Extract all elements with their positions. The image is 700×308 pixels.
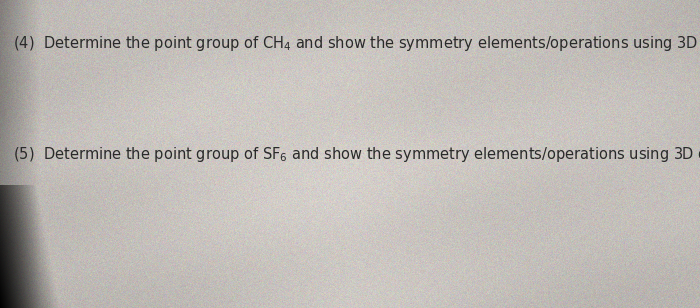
Text: (5)  Determine the point group of SF$_6$ and show the symmetry elements/operatio: (5) Determine the point group of SF$_6$ … xyxy=(13,144,700,164)
Text: (4)  Determine the point group of CH$_4$ and show the symmetry elements/operatio: (4) Determine the point group of CH$_4$ … xyxy=(13,34,700,53)
